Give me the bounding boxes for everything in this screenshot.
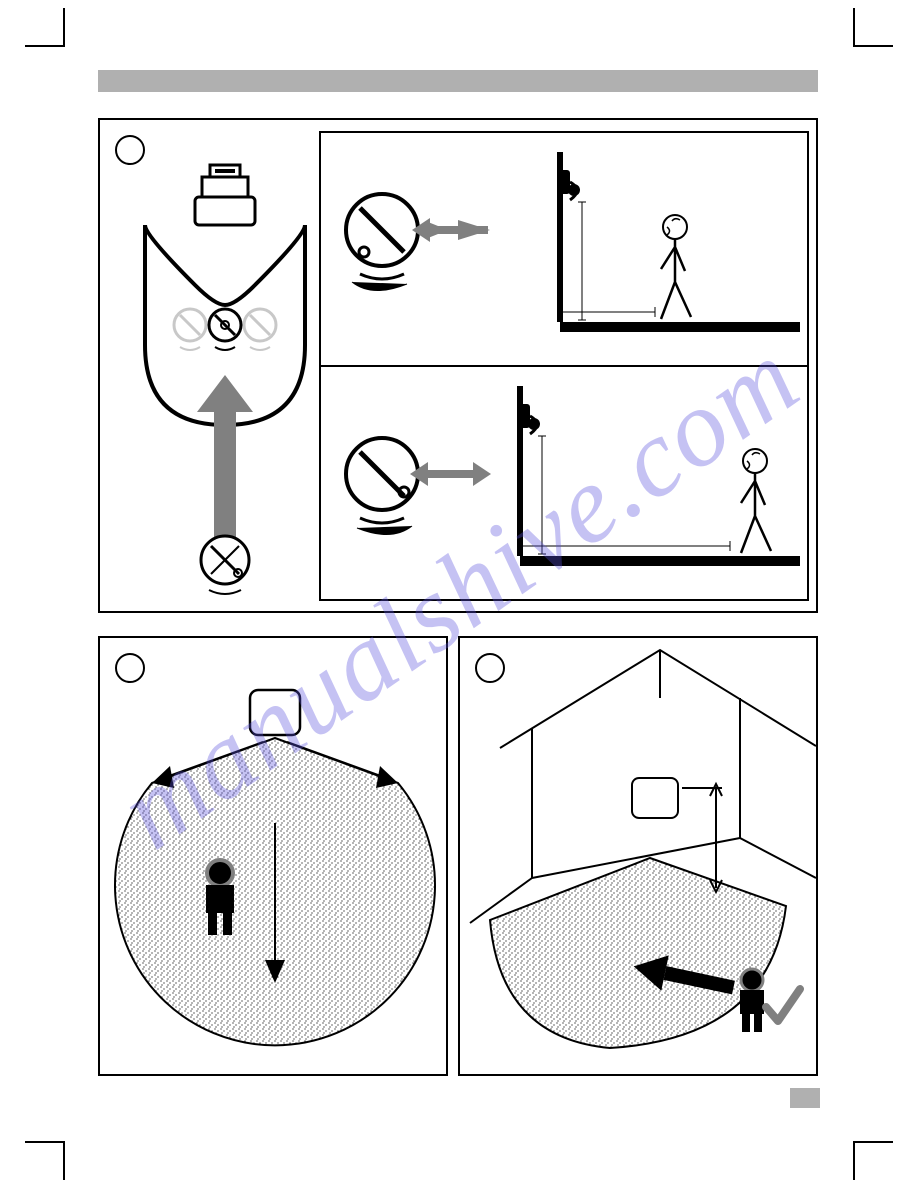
manual-page: manualshive.com [0,0,918,1188]
person-icon [740,969,764,1032]
crop-mark [853,1141,893,1143]
crop-mark [25,1141,65,1143]
crop-mark [853,8,855,47]
panel-c-illustration [100,120,816,611]
crop-mark [853,1141,855,1180]
header-bar [98,70,818,92]
panel-e-illustration [460,638,816,1074]
panel-d-illustration [100,638,446,1074]
crop-mark [25,45,65,47]
panel-e [458,636,818,1076]
arrow-up-icon [197,375,253,545]
checkmark-icon [766,989,800,1021]
crop-mark [853,45,893,47]
crop-mark [63,8,65,47]
panel-c [98,118,818,613]
crop-mark [63,1141,65,1180]
page-number-box [790,1088,820,1108]
panel-d [98,636,448,1076]
